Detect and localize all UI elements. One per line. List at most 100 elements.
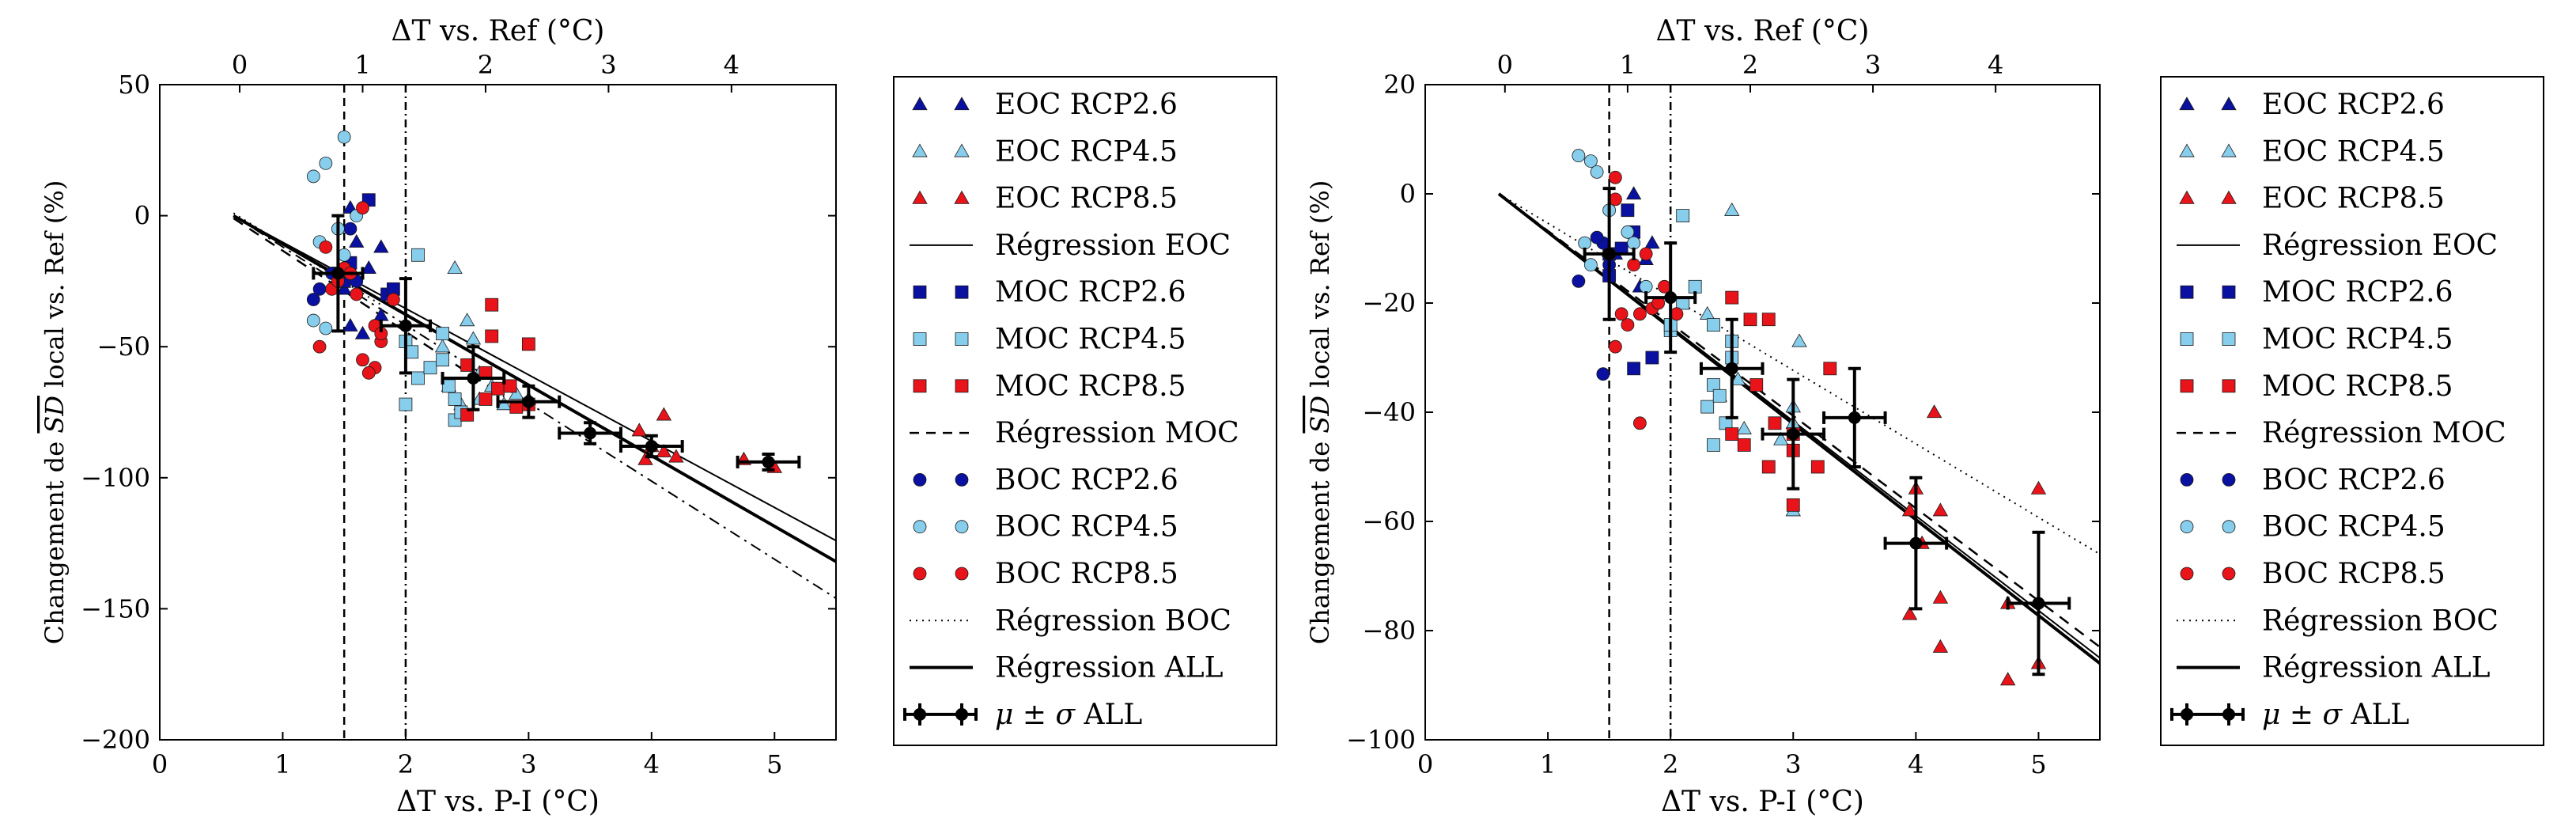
series-moc-rcp8-5 [1725,290,1837,512]
triangle-point [373,307,389,321]
square-point [411,371,425,385]
legend-marker [913,379,927,393]
legend-marker [2222,379,2236,393]
triangle-point [509,386,524,400]
y-axis-label-part: local vs. Ref (%) [40,180,70,396]
legend-entry: Régression MOC [2177,417,2506,449]
square-point [1810,460,1825,474]
legend-marker [913,520,927,534]
x2-tick-label: 1 [1620,50,1636,80]
square-point [1761,460,1776,474]
legend-mean-point [955,707,968,721]
y-tick-label: −20 [1362,288,1416,318]
legend-label: MOC RCP4.5 [995,324,1186,356]
triangle-point [349,233,365,248]
legend-marker [955,332,969,346]
legend-marker [2179,143,2195,157]
legend-marker [2180,332,2194,346]
legend-entry: BOC RCP2.6 [2180,464,2445,496]
square-point [1676,209,1690,223]
circle-point [337,130,351,144]
square-point [485,298,499,312]
circle-point [1633,416,1647,430]
errorbar [1761,377,1826,491]
legend-label: μ ± σ ALL [995,699,1142,731]
square-point [1712,388,1727,403]
legend-entry: MOC RCP8.5 [913,370,1186,403]
legend-label: EOC RCP4.5 [995,135,1178,168]
legend-entry: Régression BOC [2177,604,2498,637]
circle-point [1608,192,1622,207]
circle-point [1627,258,1641,272]
x2-tick-label: 4 [1988,50,2003,80]
y-tick-label: −60 [1362,506,1416,536]
square-point [1688,279,1702,294]
legend-label-part: ALL [2342,699,2409,731]
circle-point [1633,307,1647,321]
triangle-point [434,339,451,353]
y-axis-label-part: Changement de [40,434,70,645]
legend-marker [955,520,969,534]
square-point [441,379,456,393]
square-point [448,392,462,406]
legend-entry: BOC RCP4.5 [913,511,1178,544]
legend-entry: EOC RCP8.5 [912,183,1178,215]
errorbar [618,434,684,459]
legend-mean-point [2222,707,2235,721]
circle-point [1639,247,1653,261]
circle-point [1621,318,1635,332]
regression-line-thin [233,214,836,542]
mean-point [467,371,480,385]
x-tick-label: 2 [398,749,414,779]
legend-marker [913,332,927,346]
circle-point [1614,307,1628,321]
circle-point [361,366,376,380]
legend-label: MOC RCP2.6 [2262,276,2453,309]
mean-point [522,395,535,408]
legend-label: μ ± σ ALL [2262,699,2409,731]
legend-entry: MOC RCP2.6 [913,276,1186,309]
y-axis-label: Changement de SD local vs. Ref (%) [40,180,70,645]
circle-point [319,321,333,335]
square-point [1823,362,1837,376]
legend-1: EOC RCP2.6 EOC RCP4.5 EOC RCP8.5 Régression… [893,76,1277,746]
errorbar [558,421,622,445]
legend-marker [954,143,970,157]
triangle-point [1926,404,1942,419]
circle-point [1596,367,1610,381]
legend-marker [2180,473,2194,487]
legend-marker [2221,143,2237,157]
square-point [1725,427,1739,441]
legend-label: EOC RCP8.5 [995,183,1178,215]
mean-point [1664,291,1678,305]
x-axis-label: ΔT vs. P-I (°C) [396,786,600,818]
legend-label: EOC RCP2.6 [995,89,1178,121]
square-point [1725,290,1739,305]
legend-marker [954,190,970,204]
plot-area [1497,85,2100,740]
legend-marker [955,379,969,393]
triangle-point [1625,186,1642,200]
legend-label: Régression BOC [995,604,1231,637]
square-point [405,345,419,359]
circle-point [1608,170,1622,184]
circle-point [1590,230,1604,244]
x2-axis-label: ΔT vs. Ref (°C) [392,15,605,47]
x-axis-label: ΔT vs. P-I (°C) [1661,786,1864,818]
x2-axis-label: ΔT vs. Ref (°C) [1656,15,1870,47]
y-axis-label: Changement de SD local vs. Ref (%) [1305,180,1335,645]
legend-label-part: μ ± σ [2262,699,2343,731]
circle-point [386,293,400,306]
x-tick-label: 4 [1908,749,1923,779]
legend-marker [912,143,928,157]
y-axis-label-part: Changement de [1305,434,1335,645]
y-tick-label: −80 [1362,616,1416,646]
x2-tick-label: 2 [1742,50,1758,80]
legend-marker [2222,567,2236,581]
triangle-point [354,325,371,339]
mean-point [1787,427,1800,441]
y-axis-label-sd: SD [40,396,70,434]
legend-marker [955,473,969,487]
triangle-point [1724,202,1740,216]
